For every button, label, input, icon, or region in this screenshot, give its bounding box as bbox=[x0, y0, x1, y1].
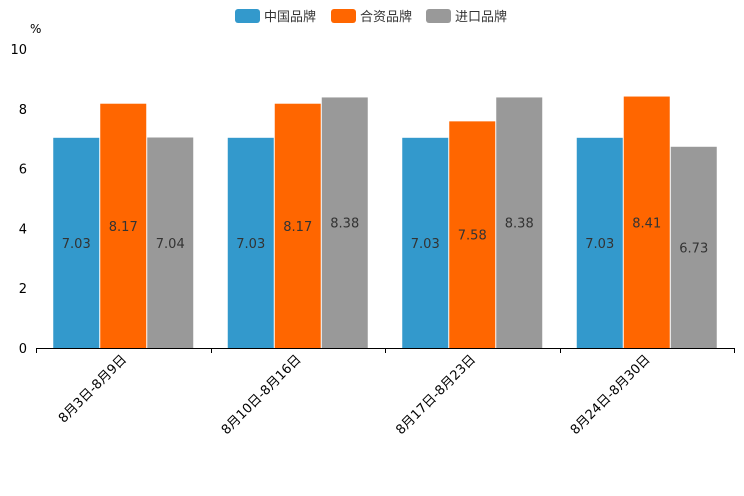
x-axis: 8月3日-8月9日 8月10日-8月16日 8月17日-8月23日 8月24日-8月3… bbox=[36, 348, 735, 438]
data-label: 7.03 bbox=[411, 237, 440, 252]
y-tick-label: 2 bbox=[19, 282, 27, 297]
legend-label: 进口品牌 bbox=[455, 9, 507, 25]
data-label: 7.03 bbox=[62, 237, 91, 252]
data-label: 8.41 bbox=[632, 216, 661, 231]
bar[interactable] bbox=[402, 137, 449, 348]
x-tick-label: 8月17日-8月23日 bbox=[393, 352, 479, 438]
data-labels: 7.03 8.17 7.04 7.03 8.17 8.38 7.03 7.58 8.38 7.03… bbox=[62, 216, 708, 256]
legend-label: 中国品牌 bbox=[264, 9, 316, 25]
data-label: 6.73 bbox=[679, 241, 708, 256]
data-label: 7.58 bbox=[458, 229, 487, 244]
data-label: 8.38 bbox=[330, 217, 359, 232]
legend-item[interactable]: 中国品牌 bbox=[235, 9, 316, 25]
legend-label: 合资品牌 bbox=[360, 9, 412, 25]
y-tick-label: 6 bbox=[19, 163, 27, 178]
bar[interactable] bbox=[576, 137, 623, 348]
bar[interactable] bbox=[53, 137, 100, 348]
legend: 中国品牌 合资品牌 进口品牌 bbox=[235, 9, 507, 25]
bars bbox=[53, 96, 717, 348]
data-label: 7.04 bbox=[156, 237, 185, 252]
bar[interactable] bbox=[147, 137, 194, 348]
bar[interactable] bbox=[496, 97, 543, 348]
y-tick-label: 10 bbox=[10, 43, 27, 58]
data-label: 8.17 bbox=[283, 220, 312, 235]
x-tick-label: 8月3日-8月9日 bbox=[56, 352, 130, 426]
bar[interactable] bbox=[227, 137, 274, 348]
bar[interactable] bbox=[670, 146, 717, 348]
legend-item[interactable]: 进口品牌 bbox=[426, 9, 507, 25]
y-axis: 0 2 4 6 8 10 bbox=[10, 43, 27, 357]
y-tick-label: 4 bbox=[19, 222, 27, 237]
data-label: 8.17 bbox=[109, 220, 138, 235]
bar[interactable] bbox=[321, 97, 368, 348]
bar[interactable] bbox=[623, 96, 670, 348]
bar[interactable] bbox=[274, 103, 321, 348]
data-label: 7.03 bbox=[236, 237, 265, 252]
data-label: 7.03 bbox=[585, 237, 614, 252]
data-label: 8.38 bbox=[505, 217, 534, 232]
legend-swatch bbox=[235, 9, 260, 23]
legend-item[interactable]: 合资品牌 bbox=[331, 9, 412, 25]
bar[interactable] bbox=[449, 121, 496, 348]
x-tick-label: 8月10日-8月16日 bbox=[219, 352, 305, 438]
legend-swatch bbox=[426, 9, 451, 23]
y-tick-label: 0 bbox=[19, 342, 27, 357]
bar[interactable] bbox=[100, 103, 147, 348]
y-tick-label: 8 bbox=[19, 103, 27, 118]
y-axis-unit: % bbox=[30, 22, 41, 36]
legend-swatch bbox=[331, 9, 356, 23]
x-tick-label: 8月24日-8月30日 bbox=[568, 352, 654, 438]
